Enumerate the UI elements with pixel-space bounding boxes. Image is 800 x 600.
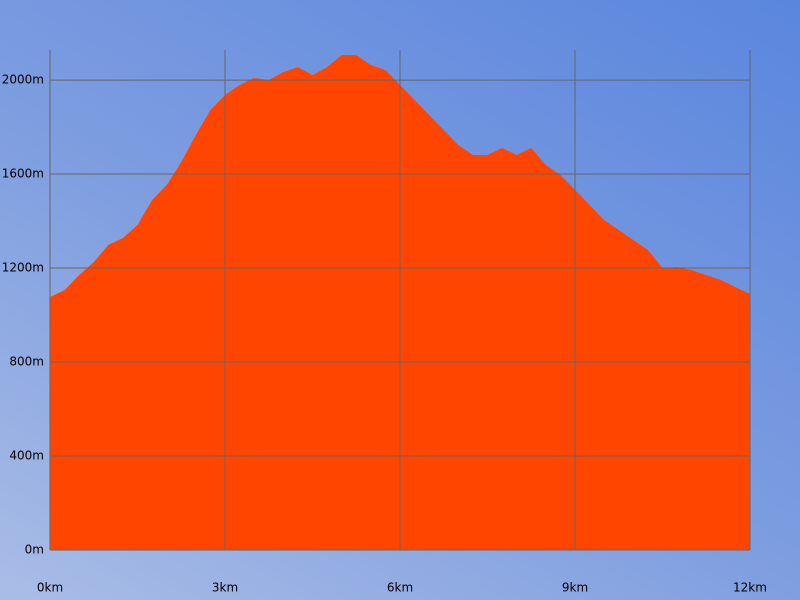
x-tick-label: 3km [212, 581, 238, 595]
x-tick-label: 9km [562, 581, 588, 595]
y-tick-label: 1200m [2, 261, 44, 275]
x-tick-label: 6km [387, 581, 413, 595]
y-tick-label: 400m [9, 449, 44, 463]
y-tick-label: 800m [9, 355, 44, 369]
y-tick-label: 0m [25, 543, 44, 557]
x-tick-label: 12km [733, 581, 767, 595]
y-tick-label: 1600m [2, 167, 44, 181]
y-tick-label: 2000m [2, 73, 44, 87]
x-tick-label: 0km [37, 581, 63, 595]
